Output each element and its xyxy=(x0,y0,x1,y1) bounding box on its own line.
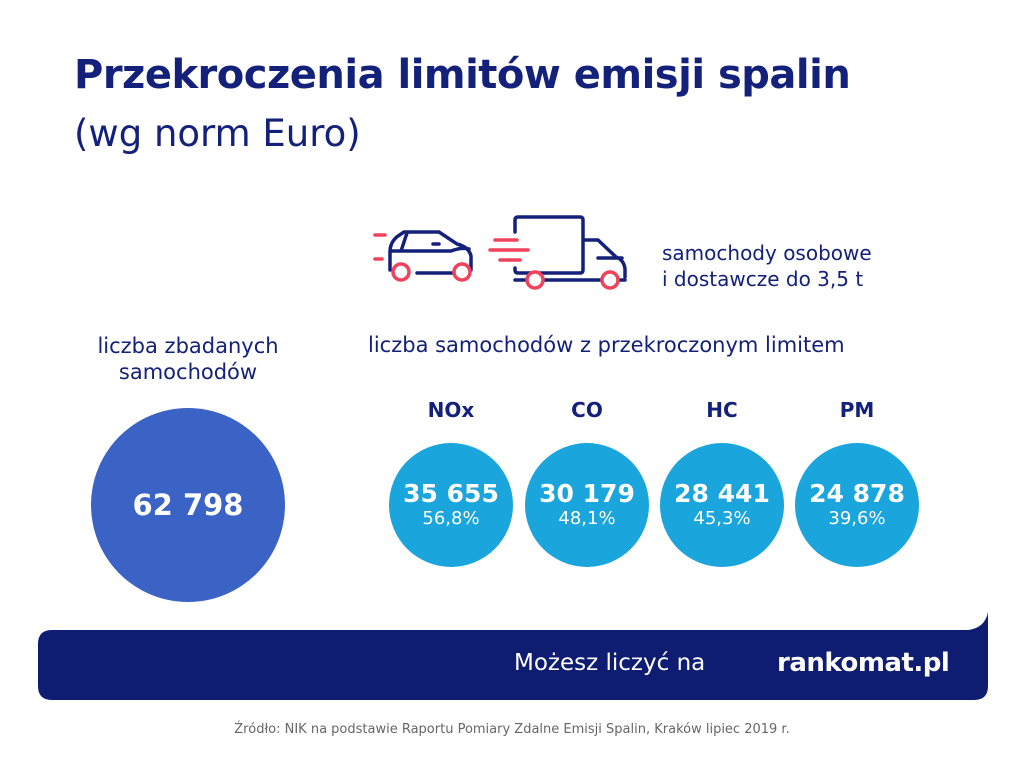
examined-value: 62 798 xyxy=(132,488,244,522)
exceeded-circle: 35 655 56,8% xyxy=(389,443,513,567)
examined-label: liczba zbadanych samochodów xyxy=(97,334,279,384)
exceeded-percent: 39,6% xyxy=(828,508,886,529)
exceeded-count: 24 878 xyxy=(809,479,905,508)
footer-slogan: Możesz liczyć na xyxy=(514,650,706,676)
logo-text: rankomat.pl xyxy=(777,648,950,678)
exceeded-label: liczba samochodów z przekroczonym limite… xyxy=(368,333,845,357)
vehicles-label-line1: samochody osobowe xyxy=(662,241,872,265)
exceeded-count: 30 179 xyxy=(539,479,635,508)
exceeded-percent: 45,3% xyxy=(693,508,751,529)
exceeded-percent: 56,8% xyxy=(422,508,480,529)
vehicles-label: samochody osobowe i dostawcze do 3,5 t xyxy=(662,240,872,292)
source-note: Źródło: NIK na podstawie Raportu Pomiary… xyxy=(234,722,790,737)
rankomat-logo: rankomat.pl xyxy=(777,648,950,678)
examined-circle: 62 798 xyxy=(91,408,285,602)
exceeded-percent: 48,1% xyxy=(558,508,616,529)
exceeded-circle: 24 878 39,6% xyxy=(795,443,919,567)
pollutant-label: PM xyxy=(839,398,875,422)
van-icon xyxy=(488,215,627,290)
vehicles-illustration xyxy=(373,215,627,290)
pollutant-label: CO xyxy=(571,398,603,422)
page-subtitle: (wg norm Euro) xyxy=(74,112,361,155)
exceeded-circle: 28 441 45,3% xyxy=(660,443,784,567)
vehicles-label-line2: i dostawcze do 3,5 t xyxy=(662,267,864,291)
page-title: Przekroczenia limitów emisji spalin xyxy=(74,52,851,98)
pollutant-label: NOx xyxy=(427,398,475,422)
exceeded-circle: 30 179 48,1% xyxy=(525,443,649,567)
exceeded-count: 35 655 xyxy=(403,479,499,508)
exceeded-count: 28 441 xyxy=(674,479,770,508)
pollutant-label: HC xyxy=(706,398,738,422)
car-icon xyxy=(373,230,473,282)
